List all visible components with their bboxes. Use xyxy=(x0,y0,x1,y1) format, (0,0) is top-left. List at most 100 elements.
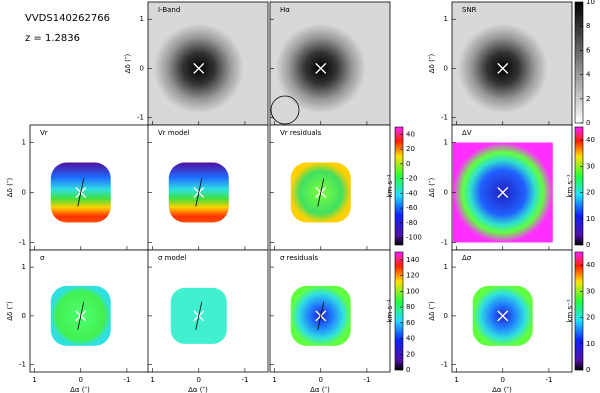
colorbar-tick-label: 40 xyxy=(586,136,595,144)
colorbar-tick-label: 10 xyxy=(586,340,595,348)
colorbar-tick-label: -40 xyxy=(406,189,417,197)
colorbar-tick-label: 20 xyxy=(406,350,415,358)
y-tick-label: -1 xyxy=(441,361,448,369)
colorbar-label: km s⁻¹ xyxy=(566,299,574,322)
colorbar-tick-label: 30 xyxy=(586,287,595,295)
colorbar xyxy=(574,126,584,246)
y-axis-label: Δδ (″) xyxy=(428,178,436,198)
x-tick-label: 0 xyxy=(501,376,505,384)
colorbar-tick-label: 100 xyxy=(406,287,419,295)
y-tick-label: 0 xyxy=(140,64,144,72)
colorbar xyxy=(574,1,584,124)
panel-title: SNR xyxy=(462,6,477,14)
y-tick-label: 1 xyxy=(444,139,448,147)
colorbar-tick-label: -80 xyxy=(406,219,417,227)
panel-title: Hα xyxy=(280,6,290,14)
y-axis-label: Δδ (″) xyxy=(428,301,436,321)
panel-title: σ residuals xyxy=(280,254,318,262)
y-tick-label: 1 xyxy=(22,263,26,271)
y-tick-label: 0 xyxy=(444,64,448,72)
panel-title: Vr model xyxy=(158,129,190,137)
panel-title: Vr residuals xyxy=(280,129,322,137)
colorbar-tick-label: -60 xyxy=(406,204,417,212)
colorbar-tick-label: 20 xyxy=(406,145,415,153)
colorbar-tick-label: 0 xyxy=(406,366,410,374)
colorbar-tick-label: 20 xyxy=(586,189,595,197)
y-tick-label: 0 xyxy=(22,189,26,197)
y-axis-label: Δδ (″) xyxy=(6,301,14,321)
colorbar-tick-label: 0 xyxy=(586,119,590,127)
colorbar-label: km s⁻¹ xyxy=(566,174,574,197)
colorbar-tick-label: 60 xyxy=(406,319,415,327)
panel-title: Δσ xyxy=(462,254,472,262)
x-tick-label: -1 xyxy=(545,376,552,384)
center-cross xyxy=(497,310,509,322)
x-axis-label: Δα (″) xyxy=(310,386,330,393)
colorbar-tick-label: 30 xyxy=(586,162,595,170)
y-tick-label: 1 xyxy=(22,139,26,147)
colorbar-tick-label: 2 xyxy=(586,95,590,103)
colorbar-label: km s⁻¹ xyxy=(386,174,394,197)
x-tick-label: 1 xyxy=(150,376,154,384)
redshift: z = 1.2836 xyxy=(25,33,80,44)
y-axis-label: Δδ (″) xyxy=(428,54,436,74)
y-tick-label: -1 xyxy=(441,239,448,247)
major-axis xyxy=(317,178,325,207)
colorbar-tick-label: 6 xyxy=(586,46,591,54)
colorbar-tick-label: 20 xyxy=(586,314,595,322)
x-tick-label: -1 xyxy=(363,376,370,384)
object-name: VVDS140262766 xyxy=(25,13,110,24)
center-cross xyxy=(315,62,327,74)
panel-title: σ xyxy=(40,254,45,262)
major-axis xyxy=(195,178,203,207)
x-axis-label: Δα (″) xyxy=(492,386,512,393)
y-tick-label: 1 xyxy=(444,15,448,23)
beam xyxy=(270,95,300,125)
x-tick-label: 0 xyxy=(197,376,201,384)
y-tick-label: -1 xyxy=(19,361,26,369)
colorbar-tick-label: 0 xyxy=(586,241,590,249)
x-tick-label: 0 xyxy=(79,376,83,384)
x-tick-label: 1 xyxy=(454,376,458,384)
colorbar xyxy=(394,126,404,246)
y-axis-label: Δδ (″) xyxy=(6,178,14,198)
x-tick-label: -1 xyxy=(241,376,248,384)
y-tick-label: 0 xyxy=(444,312,448,320)
center-cross xyxy=(497,187,509,198)
colorbar-tick-label: 40 xyxy=(406,335,415,343)
major-axis xyxy=(195,301,203,330)
x-tick-label: 0 xyxy=(319,376,323,384)
colorbar xyxy=(394,251,404,371)
y-tick-label: -1 xyxy=(441,114,448,122)
y-tick-label: 1 xyxy=(444,263,448,271)
x-tick-label: 1 xyxy=(32,376,36,384)
colorbar-tick-label: 0 xyxy=(586,366,590,374)
colorbar-tick-label: 140 xyxy=(406,256,419,264)
panel-frame xyxy=(147,249,269,373)
colorbar-tick-label: 10 xyxy=(586,215,595,223)
center-cross xyxy=(497,62,509,74)
y-tick-label: 1 xyxy=(140,15,144,23)
y-tick-label: -1 xyxy=(137,114,144,122)
colorbar-tick-label: 40 xyxy=(406,130,415,138)
x-axis-label: Δα (″) xyxy=(70,386,90,393)
major-axis xyxy=(77,178,85,207)
major-axis xyxy=(77,301,85,330)
major-axis xyxy=(317,301,325,330)
colorbar-tick-label: 120 xyxy=(406,272,419,280)
colorbar-tick-label: 10 xyxy=(586,0,595,6)
colorbar-tick-label: 80 xyxy=(406,303,415,311)
panel-title: I-Band xyxy=(158,6,180,14)
panel-frame xyxy=(269,249,391,373)
y-tick-label: -1 xyxy=(19,239,26,247)
y-tick-label: 0 xyxy=(22,312,26,320)
y-axis-label: Δδ (″) xyxy=(124,54,132,74)
center-cross xyxy=(193,62,205,74)
x-tick-label: -1 xyxy=(123,376,130,384)
y-tick-label: 0 xyxy=(444,189,448,197)
colorbar-tick-label: 4 xyxy=(586,71,591,79)
panel-title: Vr xyxy=(40,129,48,137)
colorbar-tick-label: -100 xyxy=(406,234,422,242)
colorbar-tick-label: 0 xyxy=(406,160,410,168)
